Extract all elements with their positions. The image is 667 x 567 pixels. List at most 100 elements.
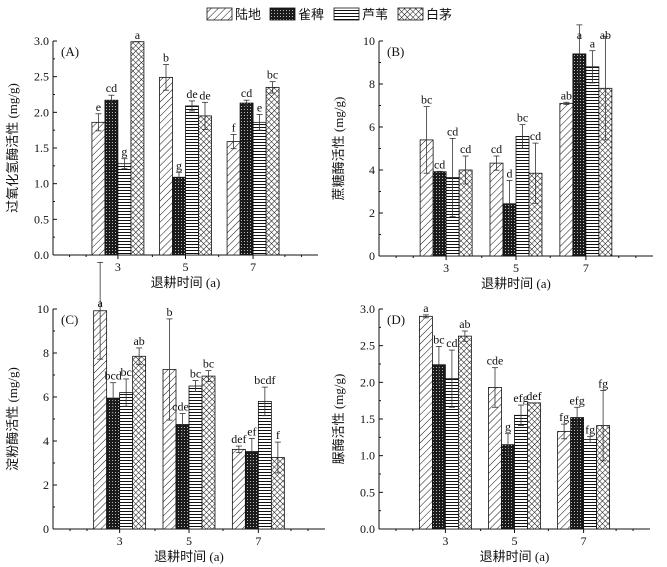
bar (159, 76, 173, 256)
bar (432, 171, 447, 257)
legend-swatch-2 (333, 7, 360, 21)
significance-letter: bc (433, 332, 444, 346)
bar (527, 402, 541, 530)
bar (457, 335, 472, 530)
significance-letter: bc (267, 68, 278, 82)
significance-letter: bcdf (254, 373, 275, 387)
panel-label: (B) (387, 44, 404, 59)
y-tick-label: 1.0 (34, 177, 49, 191)
significance-letter: de (199, 88, 210, 102)
significance-letter: fg (559, 410, 569, 424)
x-tick-label: 5 (512, 534, 518, 548)
bar (188, 385, 203, 530)
bar (104, 99, 119, 256)
y-axis-label: 淀粉酶活性 (mg/g) (5, 367, 20, 471)
legend-label: 芦苇 (362, 7, 388, 22)
significance-letter: bc (517, 111, 528, 125)
significance-letter: g (121, 145, 127, 159)
y-tick-label: 2 (43, 478, 49, 492)
significance-letter: g (176, 158, 182, 172)
significance-letter: fg (598, 376, 608, 390)
significance-letter: ab (561, 88, 572, 102)
significance-letter: bc (421, 93, 432, 107)
significance-letter: cd (491, 142, 502, 156)
significance-letter: cd (530, 129, 541, 143)
significance-letter: cde (487, 354, 504, 368)
significance-letter: f (232, 120, 236, 134)
significance-letter: ab (133, 334, 144, 348)
significance-letter: a (577, 28, 583, 42)
bar (239, 102, 254, 256)
y-tick-label: 3.0 (34, 34, 49, 48)
x-tick-label: 3 (117, 534, 123, 548)
significance-letter: cd (460, 142, 471, 156)
bar (570, 417, 585, 530)
significance-letter: a (97, 296, 103, 310)
panel-c: 02468103abcdbcab5bcdefbcbc7defefbcdff(C)… (5, 261, 325, 564)
bar (106, 397, 121, 530)
significance-letter: ab (600, 28, 611, 42)
x-axis-label: 退耕时间 (a) (151, 275, 221, 290)
bar (489, 162, 504, 257)
significance-letter: a (590, 37, 596, 51)
x-tick-label: 3 (443, 261, 449, 275)
x-tick-label: 5 (183, 260, 189, 274)
legend-swatch-0 (206, 7, 233, 21)
y-tick-label: 6 (43, 390, 49, 404)
bar (583, 439, 598, 530)
y-tick-label: 2.0 (360, 375, 375, 389)
x-axis-label: 退耕时间 (a) (154, 549, 224, 564)
bar (557, 431, 572, 530)
significance-letter: bc (203, 357, 214, 371)
significance-letter: ab (459, 317, 470, 331)
legend: 陆地 雀稗 芦苇 白茅 (206, 7, 452, 22)
bar (231, 448, 246, 530)
y-tick-label: 1.5 (360, 412, 375, 426)
bar (265, 86, 280, 256)
significance-letter: efg (513, 391, 528, 405)
bar (201, 375, 216, 530)
y-tick-label: 6 (369, 120, 375, 134)
bar (418, 315, 433, 530)
y-tick-label: 2.5 (360, 339, 375, 353)
legend-label: 白茅 (426, 7, 452, 22)
significance-letter: f (276, 428, 280, 442)
bar (572, 53, 587, 257)
panel-label: (D) (387, 312, 405, 327)
bar (119, 392, 134, 530)
significance-letter: def (526, 389, 541, 403)
significance-letter: e (257, 100, 262, 114)
legend-swatch-1 (269, 7, 296, 21)
x-tick-label: 7 (581, 534, 587, 548)
y-tick-label: 10 (363, 34, 375, 48)
y-tick-label: 4 (43, 434, 49, 448)
significance-letter: b (167, 305, 173, 319)
y-tick-label: 0.5 (34, 212, 49, 226)
x-tick-label: 7 (583, 261, 589, 275)
significance-letter: b (163, 51, 169, 65)
bar (226, 141, 241, 256)
significance-letter: cd (447, 124, 458, 138)
bar (175, 424, 190, 530)
y-tick-label: 0.5 (360, 485, 375, 499)
significance-letter: cd (446, 336, 457, 350)
y-tick-label: 8 (43, 346, 49, 360)
bar (488, 387, 502, 530)
y-tick-label: 2.0 (34, 105, 49, 119)
y-tick-label: 0.0 (360, 522, 375, 536)
significance-letter: efg (569, 393, 584, 407)
legend-label: 雀稗 (298, 7, 324, 22)
bar (585, 66, 600, 257)
significance-letter: bc (120, 365, 131, 379)
bar (91, 121, 106, 256)
y-tick-label: 8 (369, 77, 375, 91)
bar (198, 115, 212, 256)
x-tick-label: 3 (115, 260, 121, 274)
y-tick-label: 3.0 (360, 302, 375, 316)
bar (132, 355, 147, 530)
bar (431, 364, 446, 530)
bar (130, 41, 145, 256)
bar (515, 136, 530, 257)
